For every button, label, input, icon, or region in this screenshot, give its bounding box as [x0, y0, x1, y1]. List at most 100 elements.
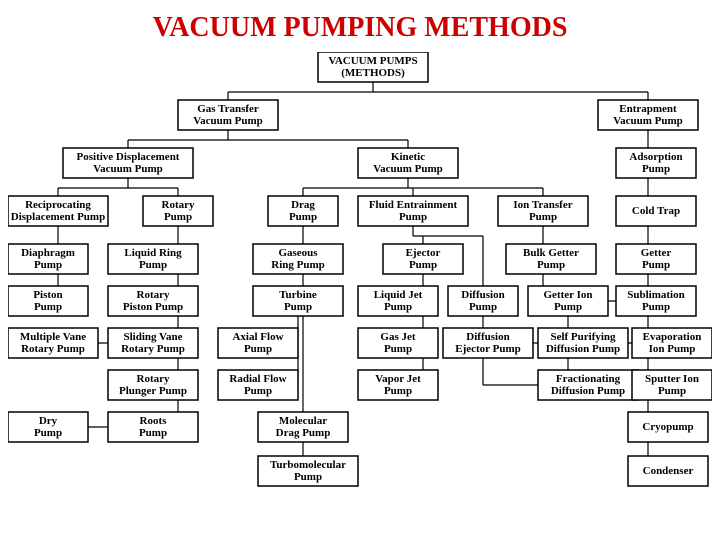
- svg-text:Pump: Pump: [554, 301, 582, 313]
- node-coldtrap: Cold Trap: [616, 196, 696, 226]
- node-eject: EjectorPump: [383, 244, 463, 274]
- svg-text:Cryopump: Cryopump: [642, 421, 693, 433]
- hierarchy-diagram: VACUUM PUMPS(METHODS)Gas TransferVacuum …: [8, 52, 712, 492]
- svg-text:Rotary Pump: Rotary Pump: [121, 343, 185, 355]
- node-selfpur: Self PurifyingDiffusion Pump: [538, 328, 628, 358]
- svg-text:Diffusion Pump: Diffusion Pump: [551, 385, 625, 397]
- svg-text:Sliding Vane: Sliding Vane: [123, 331, 182, 343]
- node-evap: EvaporationIon Pump: [632, 328, 712, 358]
- svg-text:Bulk Getter: Bulk Getter: [523, 247, 579, 259]
- node-diffus: DiffusionPump: [448, 286, 518, 316]
- node-getter: GetterPump: [616, 244, 696, 274]
- svg-text:Fractionating: Fractionating: [556, 373, 621, 385]
- svg-text:Multiple Vane: Multiple Vane: [20, 331, 86, 343]
- svg-text:Diaphragm: Diaphragm: [21, 247, 75, 259]
- svg-text:Pump: Pump: [409, 259, 437, 271]
- svg-text:Cold Trap: Cold Trap: [632, 205, 680, 217]
- svg-text:Pump: Pump: [658, 385, 686, 397]
- svg-text:Sputter Ion: Sputter Ion: [645, 373, 699, 385]
- svg-text:Diffusion: Diffusion: [466, 331, 509, 343]
- svg-text:Sublimation: Sublimation: [627, 289, 684, 301]
- svg-text:Vapor Jet: Vapor Jet: [375, 373, 421, 385]
- svg-text:Ion Pump: Ion Pump: [649, 343, 696, 355]
- svg-text:Rotary: Rotary: [137, 373, 170, 385]
- node-recip: ReciprocatingDisplacement Pump: [8, 196, 108, 226]
- svg-text:Getter Ion: Getter Ion: [544, 289, 593, 301]
- node-cryo: Cryopump: [628, 412, 708, 442]
- node-slidvane: Sliding VaneRotary Pump: [108, 328, 198, 358]
- svg-text:Turbine: Turbine: [279, 289, 317, 301]
- svg-text:Entrapment: Entrapment: [619, 103, 677, 115]
- svg-text:Pump: Pump: [537, 259, 565, 271]
- svg-text:Vacuum Pump: Vacuum Pump: [613, 115, 683, 127]
- svg-text:Condenser: Condenser: [643, 465, 694, 477]
- svg-text:Getter: Getter: [641, 247, 672, 259]
- node-liqring: Liquid RingPump: [108, 244, 198, 274]
- svg-text:Ring Pump: Ring Pump: [271, 259, 325, 271]
- svg-text:Pump: Pump: [384, 385, 412, 397]
- node-diaph: DiaphragmPump: [8, 244, 88, 274]
- svg-text:Kinetic: Kinetic: [391, 151, 425, 163]
- svg-text:Pump: Pump: [642, 301, 670, 313]
- node-multvane: Multiple VaneRotary Pump: [8, 328, 98, 358]
- node-kinetic: KineticVacuum Pump: [358, 148, 458, 178]
- node-moldrag: MolecularDrag Pump: [258, 412, 348, 442]
- node-turbine: TurbinePump: [253, 286, 343, 316]
- node-radflow: Radial FlowPump: [218, 370, 298, 400]
- svg-text:Ejector Pump: Ejector Pump: [455, 343, 520, 355]
- node-dry: DryPump: [8, 412, 88, 442]
- svg-text:Rotary Pump: Rotary Pump: [21, 343, 85, 355]
- svg-text:Turbomolecular: Turbomolecular: [270, 459, 346, 471]
- svg-text:Pump: Pump: [164, 211, 192, 223]
- svg-text:Pump: Pump: [139, 259, 167, 271]
- svg-text:Reciprocating: Reciprocating: [25, 199, 91, 211]
- svg-text:Fluid Entrainment: Fluid Entrainment: [369, 199, 458, 211]
- svg-text:Pump: Pump: [384, 343, 412, 355]
- node-getion: Getter IonPump: [528, 286, 608, 316]
- svg-text:Liquid Ring: Liquid Ring: [124, 247, 182, 259]
- svg-text:Pump: Pump: [469, 301, 497, 313]
- node-root: VACUUM PUMPS(METHODS): [318, 52, 428, 82]
- svg-text:Vacuum Pump: Vacuum Pump: [193, 115, 263, 127]
- svg-text:Pump: Pump: [384, 301, 412, 313]
- svg-text:Vacuum Pump: Vacuum Pump: [373, 163, 443, 175]
- svg-text:Displacement Pump: Displacement Pump: [11, 211, 105, 223]
- node-rotary: RotaryPump: [143, 196, 213, 226]
- svg-text:Adsorption: Adsorption: [629, 151, 682, 163]
- svg-text:Radial Flow: Radial Flow: [229, 373, 286, 385]
- svg-text:Pump: Pump: [289, 211, 317, 223]
- node-roots: RootsPump: [108, 412, 198, 442]
- svg-text:Drag: Drag: [291, 199, 315, 211]
- node-axflow: Axial FlowPump: [218, 328, 298, 358]
- node-entrap: EntrapmentVacuum Pump: [598, 100, 698, 130]
- svg-text:(METHODS): (METHODS): [341, 67, 405, 79]
- svg-text:Plunger Pump: Plunger Pump: [119, 385, 187, 397]
- svg-text:Pump: Pump: [34, 427, 62, 439]
- node-condens: Condenser: [628, 456, 708, 486]
- svg-text:Pump: Pump: [34, 301, 62, 313]
- svg-text:Ejector: Ejector: [406, 247, 441, 259]
- node-fluid: Fluid EntrainmentPump: [358, 196, 468, 226]
- svg-text:Gas Transfer: Gas Transfer: [197, 103, 259, 115]
- svg-text:Piston: Piston: [33, 289, 62, 301]
- node-posdisp: Positive DisplacementVacuum Pump: [63, 148, 193, 178]
- svg-text:Pump: Pump: [294, 471, 322, 483]
- node-fract: FractionatingDiffusion Pump: [538, 370, 638, 400]
- node-diffeject: DiffusionEjector Pump: [443, 328, 533, 358]
- svg-text:Rotary: Rotary: [137, 289, 170, 301]
- svg-text:Rotary: Rotary: [162, 199, 195, 211]
- node-liqjet: Liquid JetPump: [358, 286, 438, 316]
- svg-text:Ion Transfer: Ion Transfer: [513, 199, 572, 211]
- node-gasring: GaseousRing Pump: [253, 244, 343, 274]
- node-sputter: Sputter IonPump: [632, 370, 712, 400]
- svg-text:Pump: Pump: [529, 211, 557, 223]
- svg-text:Pump: Pump: [34, 259, 62, 271]
- node-rotpist: RotaryPiston Pump: [108, 286, 198, 316]
- svg-text:Pump: Pump: [244, 343, 272, 355]
- svg-text:Vacuum Pump: Vacuum Pump: [93, 163, 163, 175]
- svg-text:Diffusion Pump: Diffusion Pump: [546, 343, 620, 355]
- svg-text:Liquid Jet: Liquid Jet: [374, 289, 423, 301]
- svg-text:Positive Displacement: Positive Displacement: [77, 151, 180, 163]
- svg-text:Self Purifying: Self Purifying: [550, 331, 616, 343]
- node-vapjet: Vapor JetPump: [358, 370, 438, 400]
